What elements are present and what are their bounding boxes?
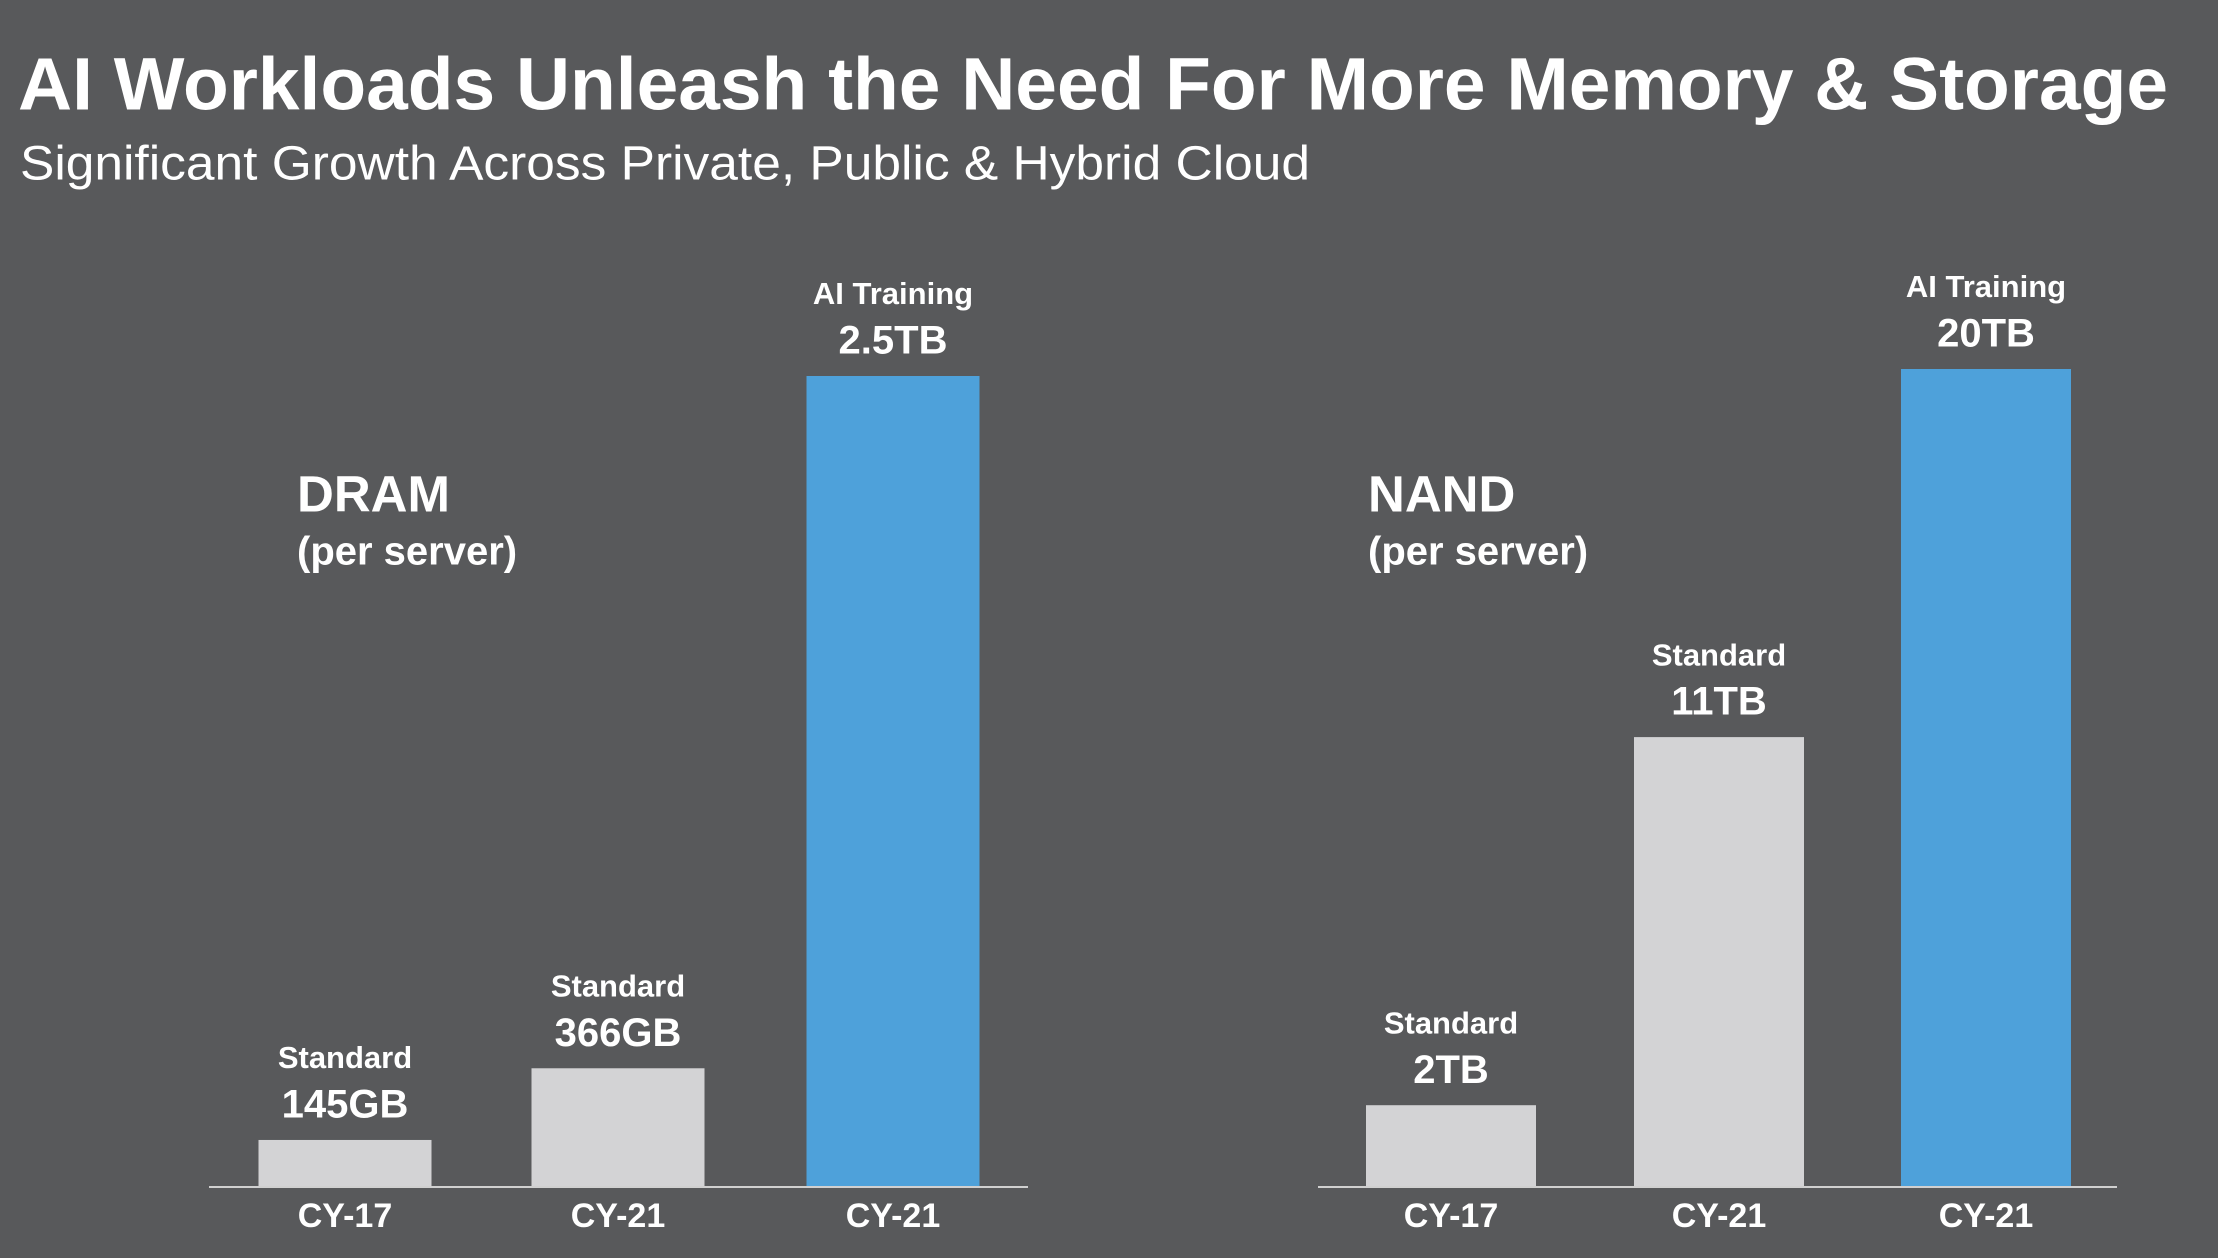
bar-label: Standard (1652, 637, 1786, 672)
bar-label: Standard (278, 1040, 412, 1075)
value-label: 11TB (1671, 680, 1767, 724)
x-tick-label: CY-21 (571, 1197, 666, 1235)
bar-label: AI Training (813, 276, 973, 311)
value-label: 20TB (1937, 312, 2035, 356)
bar (1366, 1105, 1536, 1187)
x-tick-label: CY-21 (1672, 1197, 1767, 1235)
bar (1901, 369, 2071, 1187)
x-tick-label: CY-17 (1404, 1197, 1499, 1235)
bar (1634, 737, 1804, 1187)
bar-label: Standard (1384, 1005, 1518, 1040)
x-tick-label: CY-21 (846, 1197, 941, 1235)
bar-label: Standard (551, 968, 685, 1003)
value-label: 2TB (1413, 1048, 1489, 1092)
panel-subtitle: (per server) (297, 530, 517, 574)
value-label: 145GB (282, 1083, 409, 1127)
panel-title: DRAM (297, 465, 450, 522)
panel-subtitle: (per server) (1368, 530, 1588, 574)
value-label: 366GB (555, 1011, 682, 1055)
x-tick-label: CY-17 (298, 1197, 393, 1235)
bar (806, 376, 980, 1187)
x-tick-label: CY-21 (1939, 1197, 2034, 1235)
value-label: 2.5TB (839, 319, 948, 363)
bar (531, 1068, 705, 1187)
bar-label: AI Training (1906, 269, 2066, 304)
panel-title: NAND (1368, 465, 1515, 522)
slide-title: AI Workloads Unleash the Need For More M… (18, 43, 2168, 126)
bar (258, 1139, 432, 1187)
slide-subtitle: Significant Growth Across Private, Publi… (20, 138, 1310, 191)
